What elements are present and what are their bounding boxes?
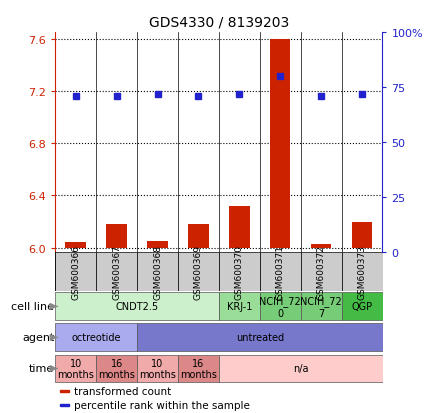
Bar: [96, 252, 137, 291]
Bar: [137, 252, 178, 291]
Bar: [178, 252, 219, 291]
Bar: [137, 355, 178, 382]
Bar: [300, 252, 342, 291]
Text: cell line: cell line: [11, 301, 54, 312]
Bar: [188, 225, 209, 248]
Bar: [229, 206, 249, 248]
Bar: [55, 293, 219, 320]
Bar: [219, 355, 382, 382]
Text: untreated: untreated: [236, 332, 284, 343]
Bar: [300, 293, 342, 320]
Bar: [60, 404, 69, 406]
Bar: [260, 293, 300, 320]
Text: 10
months: 10 months: [57, 358, 94, 380]
Text: octreotide: octreotide: [71, 332, 121, 343]
Text: transformed count: transformed count: [74, 386, 172, 396]
Bar: [55, 355, 96, 382]
Bar: [219, 252, 260, 291]
Text: GSM600370: GSM600370: [235, 244, 244, 299]
Text: GSM600366: GSM600366: [71, 244, 80, 299]
Bar: [270, 40, 290, 248]
Text: 16
months: 16 months: [98, 358, 135, 380]
Bar: [96, 355, 137, 382]
Text: GSM600368: GSM600368: [153, 244, 162, 299]
Text: KRJ-1: KRJ-1: [227, 301, 252, 312]
Text: GSM600367: GSM600367: [112, 244, 121, 299]
Text: 10
months: 10 months: [139, 358, 176, 380]
Bar: [352, 222, 372, 248]
Bar: [137, 324, 382, 351]
Text: GSM600373: GSM600373: [357, 244, 366, 299]
Text: CNDT2.5: CNDT2.5: [116, 301, 159, 312]
Text: time: time: [29, 363, 54, 374]
Bar: [178, 355, 219, 382]
Bar: [106, 225, 127, 248]
Text: GSM600372: GSM600372: [317, 244, 326, 299]
Bar: [65, 243, 86, 248]
Bar: [342, 252, 383, 291]
Text: NCIH_72
0: NCIH_72 0: [259, 295, 301, 318]
Bar: [311, 244, 332, 248]
Bar: [55, 252, 96, 291]
Bar: [60, 390, 69, 392]
Text: percentile rank within the sample: percentile rank within the sample: [74, 400, 250, 410]
Text: agent: agent: [22, 332, 54, 343]
Text: GSM600371: GSM600371: [276, 244, 285, 299]
Text: n/a: n/a: [293, 363, 309, 374]
Text: NCIH_72
7: NCIH_72 7: [300, 295, 342, 318]
Title: GDS4330 / 8139203: GDS4330 / 8139203: [149, 15, 289, 29]
Bar: [147, 242, 168, 248]
Text: 16
months: 16 months: [180, 358, 217, 380]
Bar: [260, 252, 300, 291]
Bar: [342, 293, 383, 320]
Bar: [219, 293, 260, 320]
Text: QGP: QGP: [351, 301, 373, 312]
Bar: [55, 324, 137, 351]
Text: GSM600369: GSM600369: [194, 244, 203, 299]
